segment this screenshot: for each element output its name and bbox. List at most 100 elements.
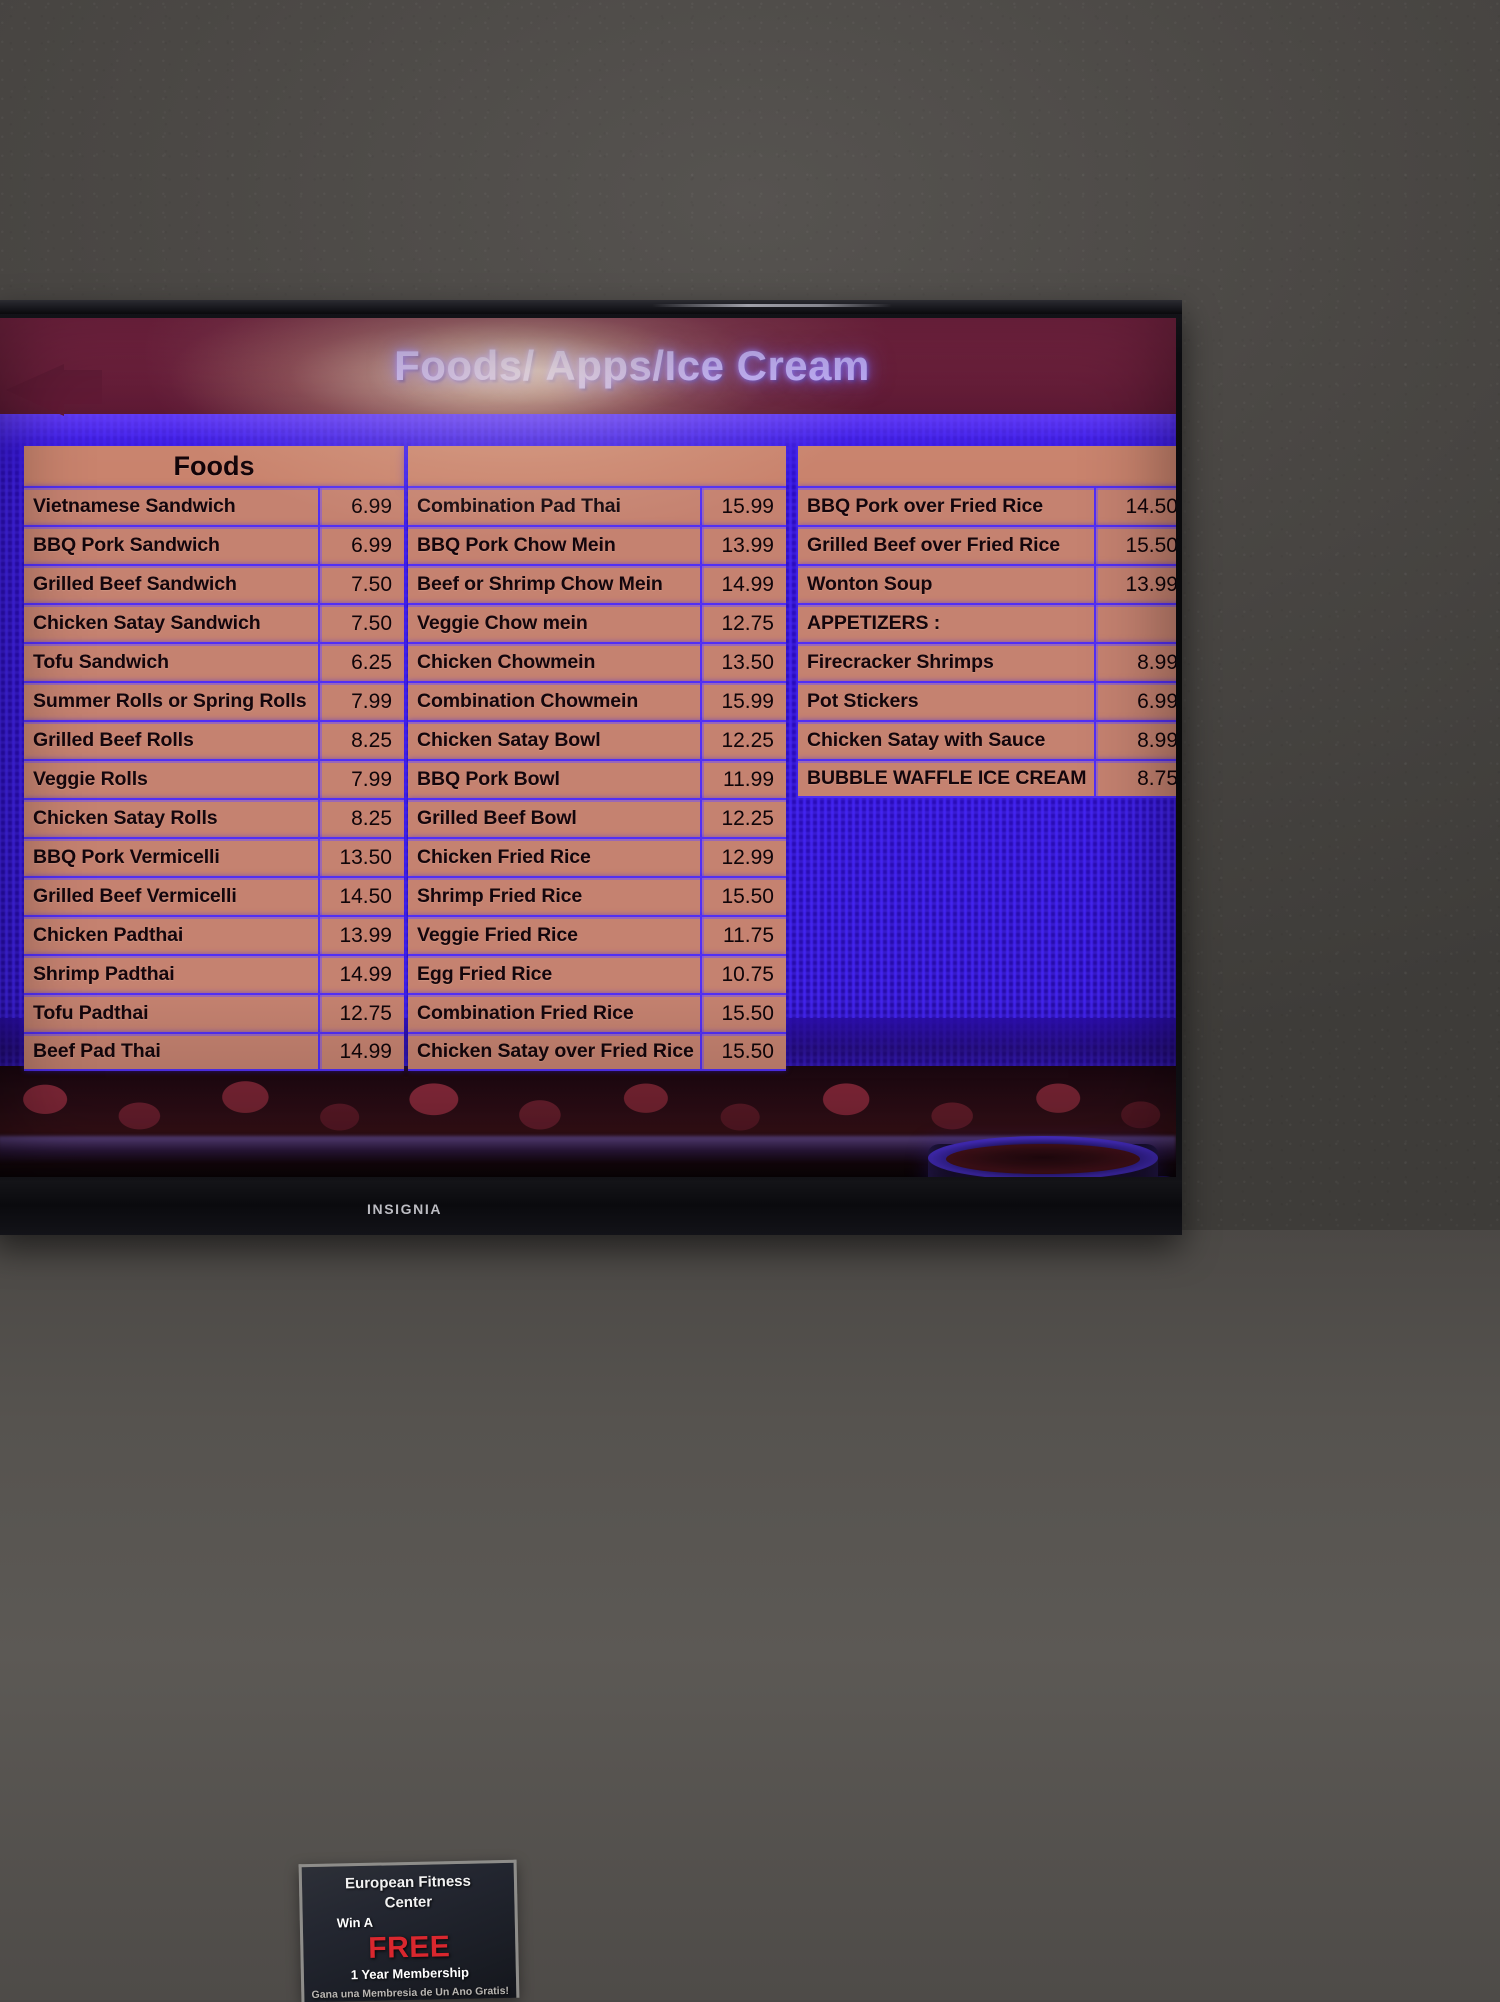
poster-line-2: Center <box>384 1893 433 1912</box>
menu-section-header-row[interactable]: APPETIZERS : <box>798 603 1176 642</box>
menu-row[interactable]: Chicken Satay over Fried Rice 15.50 <box>408 1032 786 1071</box>
menu-row[interactable]: Grilled Beef over Fried Rice 15.50 <box>798 525 1176 564</box>
menu-item-price: 7.99 <box>318 761 404 798</box>
menu-item-price: 11.99 <box>700 761 786 798</box>
menu-item-price: 13.50 <box>318 839 404 876</box>
menu-item-name: Tofu Sandwich <box>33 651 169 673</box>
menu-item-price: 8.25 <box>318 722 404 759</box>
menu-row[interactable]: BBQ Pork Bowl 11.99 <box>408 759 786 798</box>
menu-row[interactable]: Combination Chowmein 15.99 <box>408 681 786 720</box>
menu-item-price: 7.50 <box>318 605 404 642</box>
menu-item-price: 14.99 <box>700 566 786 603</box>
menu-row[interactable]: BBQ Pork Vermicelli 13.50 <box>24 837 404 876</box>
menu-item-name: Chicken Padthai <box>33 924 184 946</box>
menu-column-1-header: Foods <box>24 446 404 486</box>
menu-row[interactable]: Grilled Beef Sandwich 7.50 <box>24 564 404 603</box>
menu-row[interactable]: Chicken Satay Sandwich 7.50 <box>24 603 404 642</box>
menu-item-price: 12.25 <box>700 722 786 759</box>
menu-item-price: 13.99 <box>1094 566 1176 603</box>
menu-item-name: Veggie Rolls <box>33 768 148 790</box>
menu-item-name: Chicken Satay with Sauce <box>807 729 1046 751</box>
menu-row[interactable]: Chicken Satay with Sauce 8.99 <box>798 720 1176 759</box>
poster-free-headline: FREE <box>367 1930 451 1965</box>
menu-row[interactable]: BBQ Pork Sandwich 6.99 <box>24 525 404 564</box>
menu-column-2-header <box>408 446 786 486</box>
menu-item-name: Combination Chowmein <box>417 690 639 712</box>
menu-item-name: BBQ Pork Sandwich <box>33 534 220 556</box>
tv-brand-label: INSIGNIA <box>367 1201 443 1217</box>
menu-column-3-header <box>798 446 1176 486</box>
menu-row[interactable]: Grilled Beef Rolls 8.25 <box>24 720 404 759</box>
menu-row[interactable]: BBQ Pork Chow Mein 13.99 <box>408 525 786 564</box>
menu-row[interactable]: Grilled Beef Vermicelli 14.50 <box>24 876 404 915</box>
menu-item-name: Shrimp Padthai <box>33 963 175 985</box>
menu-item-name: BBQ Pork Chow Mein <box>417 534 616 556</box>
menu-item-name: Grilled Beef Sandwich <box>33 573 237 595</box>
menu-row[interactable]: Chicken Padthai 13.99 <box>24 915 404 954</box>
menu-item-price: 8.75 <box>1094 761 1176 796</box>
menu-row[interactable]: Shrimp Padthai 14.99 <box>24 954 404 993</box>
menu-item-name: Chicken Satay Bowl <box>417 729 601 751</box>
menu-item-price: 6.99 <box>318 527 404 564</box>
menu-item-name: Grilled Beef Rolls <box>33 729 194 751</box>
menu-row[interactable]: Firecracker Shrimps 8.99 <box>798 642 1176 681</box>
menu-row[interactable]: Veggie Fried Rice 11.75 <box>408 915 786 954</box>
menu-row[interactable]: Combination Pad Thai 15.99 <box>408 486 786 525</box>
menu-item-name: BUBBLE WAFFLE ICE CREAM <box>807 767 1087 789</box>
coffee-surface <box>946 1144 1140 1174</box>
menu-row[interactable]: Beef or Shrimp Chow Mein 14.99 <box>408 564 786 603</box>
menu-item-name: Chicken Satay Rolls <box>33 807 218 829</box>
menu-item-price: 13.50 <box>700 644 786 681</box>
gym-promo-poster: European Fitness Center Win A FREE 1 Yea… <box>298 1859 520 2002</box>
menu-row[interactable]: Vietnamese Sandwich 6.99 <box>24 486 404 525</box>
menu-item-name: Summer Rolls or Spring Rolls <box>33 690 307 712</box>
menu-item-price: 6.25 <box>318 644 404 681</box>
wall-lower-section <box>0 1230 1500 2000</box>
menu-row[interactable]: Summer Rolls or Spring Rolls 7.99 <box>24 681 404 720</box>
menu-row[interactable]: Tofu Padthai 12.75 <box>24 993 404 1032</box>
menu-item-price <box>1094 605 1176 642</box>
menu-item-name: Egg Fried Rice <box>417 963 553 985</box>
menu-row[interactable]: Pot Stickers 6.99 <box>798 681 1176 720</box>
menu-row[interactable]: Grilled Beef Bowl 12.25 <box>408 798 786 837</box>
digital-menu-board: Foods/ Apps/Ice Cream Foods Vietnamese S… <box>0 318 1176 1177</box>
menu-row[interactable]: BUBBLE WAFFLE ICE CREAM 8.75 <box>798 759 1176 798</box>
menu-item-price: 13.99 <box>318 917 404 954</box>
menu-item-price: 14.50 <box>318 878 404 915</box>
menu-item-price: 10.75 <box>700 956 786 993</box>
menu-row[interactable]: BBQ Pork over Fried Rice 14.50 <box>798 486 1176 525</box>
menu-row[interactable]: Chicken Chowmein 13.50 <box>408 642 786 681</box>
menu-row[interactable]: Chicken Satay Bowl 12.25 <box>408 720 786 759</box>
menu-item-price: 14.50 <box>1094 488 1176 525</box>
menu-item-name: Beef Pad Thai <box>33 1040 161 1062</box>
menu-row[interactable]: Veggie Chow mein 12.75 <box>408 603 786 642</box>
menu-item-price: 15.99 <box>700 488 786 525</box>
menu-row[interactable]: Egg Fried Rice 10.75 <box>408 954 786 993</box>
menu-board-title: Foods/ Apps/Ice Cream <box>394 342 870 389</box>
tv-screen: Foods/ Apps/Ice Cream Foods Vietnamese S… <box>0 318 1176 1177</box>
menu-item-name: Combination Pad Thai <box>417 495 621 517</box>
menu-row[interactable]: Tofu Sandwich 6.25 <box>24 642 404 681</box>
menu-item-price: 13.99 <box>700 527 786 564</box>
menu-row[interactable]: Veggie Rolls 7.99 <box>24 759 404 798</box>
menu-header-banner: Foods/ Apps/Ice Cream <box>0 318 1176 416</box>
tv-top-highlight <box>652 304 892 307</box>
menu-item-price: 14.99 <box>318 1034 404 1069</box>
menu-row[interactable]: Chicken Satay Rolls 8.25 <box>24 798 404 837</box>
menu-row[interactable]: Chicken Fried Rice 12.99 <box>408 837 786 876</box>
menu-row[interactable]: Combination Fried Rice 15.50 <box>408 993 786 1032</box>
menu-item-name: Chicken Satay over Fried Rice <box>417 1040 694 1062</box>
poster-win-a-label: Win A <box>336 1914 374 1931</box>
menu-item-price: 8.25 <box>318 800 404 837</box>
menu-item-price: 15.50 <box>700 878 786 915</box>
menu-row[interactable]: Wonton Soup 13.99 <box>798 564 1176 603</box>
menu-item-name: Grilled Beef Bowl <box>417 807 577 829</box>
menu-item-price: 7.50 <box>318 566 404 603</box>
menu-row[interactable]: Shrimp Fried Rice 15.50 <box>408 876 786 915</box>
menu-item-name: Chicken Chowmein <box>417 651 596 673</box>
menu-item-price: 12.75 <box>700 605 786 642</box>
menu-item-name: Beef or Shrimp Chow Mein <box>417 573 663 595</box>
menu-column-3: BBQ Pork over Fried Rice 14.50 Grilled B… <box>798 446 1176 798</box>
menu-row[interactable]: Beef Pad Thai 14.99 <box>24 1032 404 1071</box>
menu-item-price: 6.99 <box>1094 683 1176 720</box>
